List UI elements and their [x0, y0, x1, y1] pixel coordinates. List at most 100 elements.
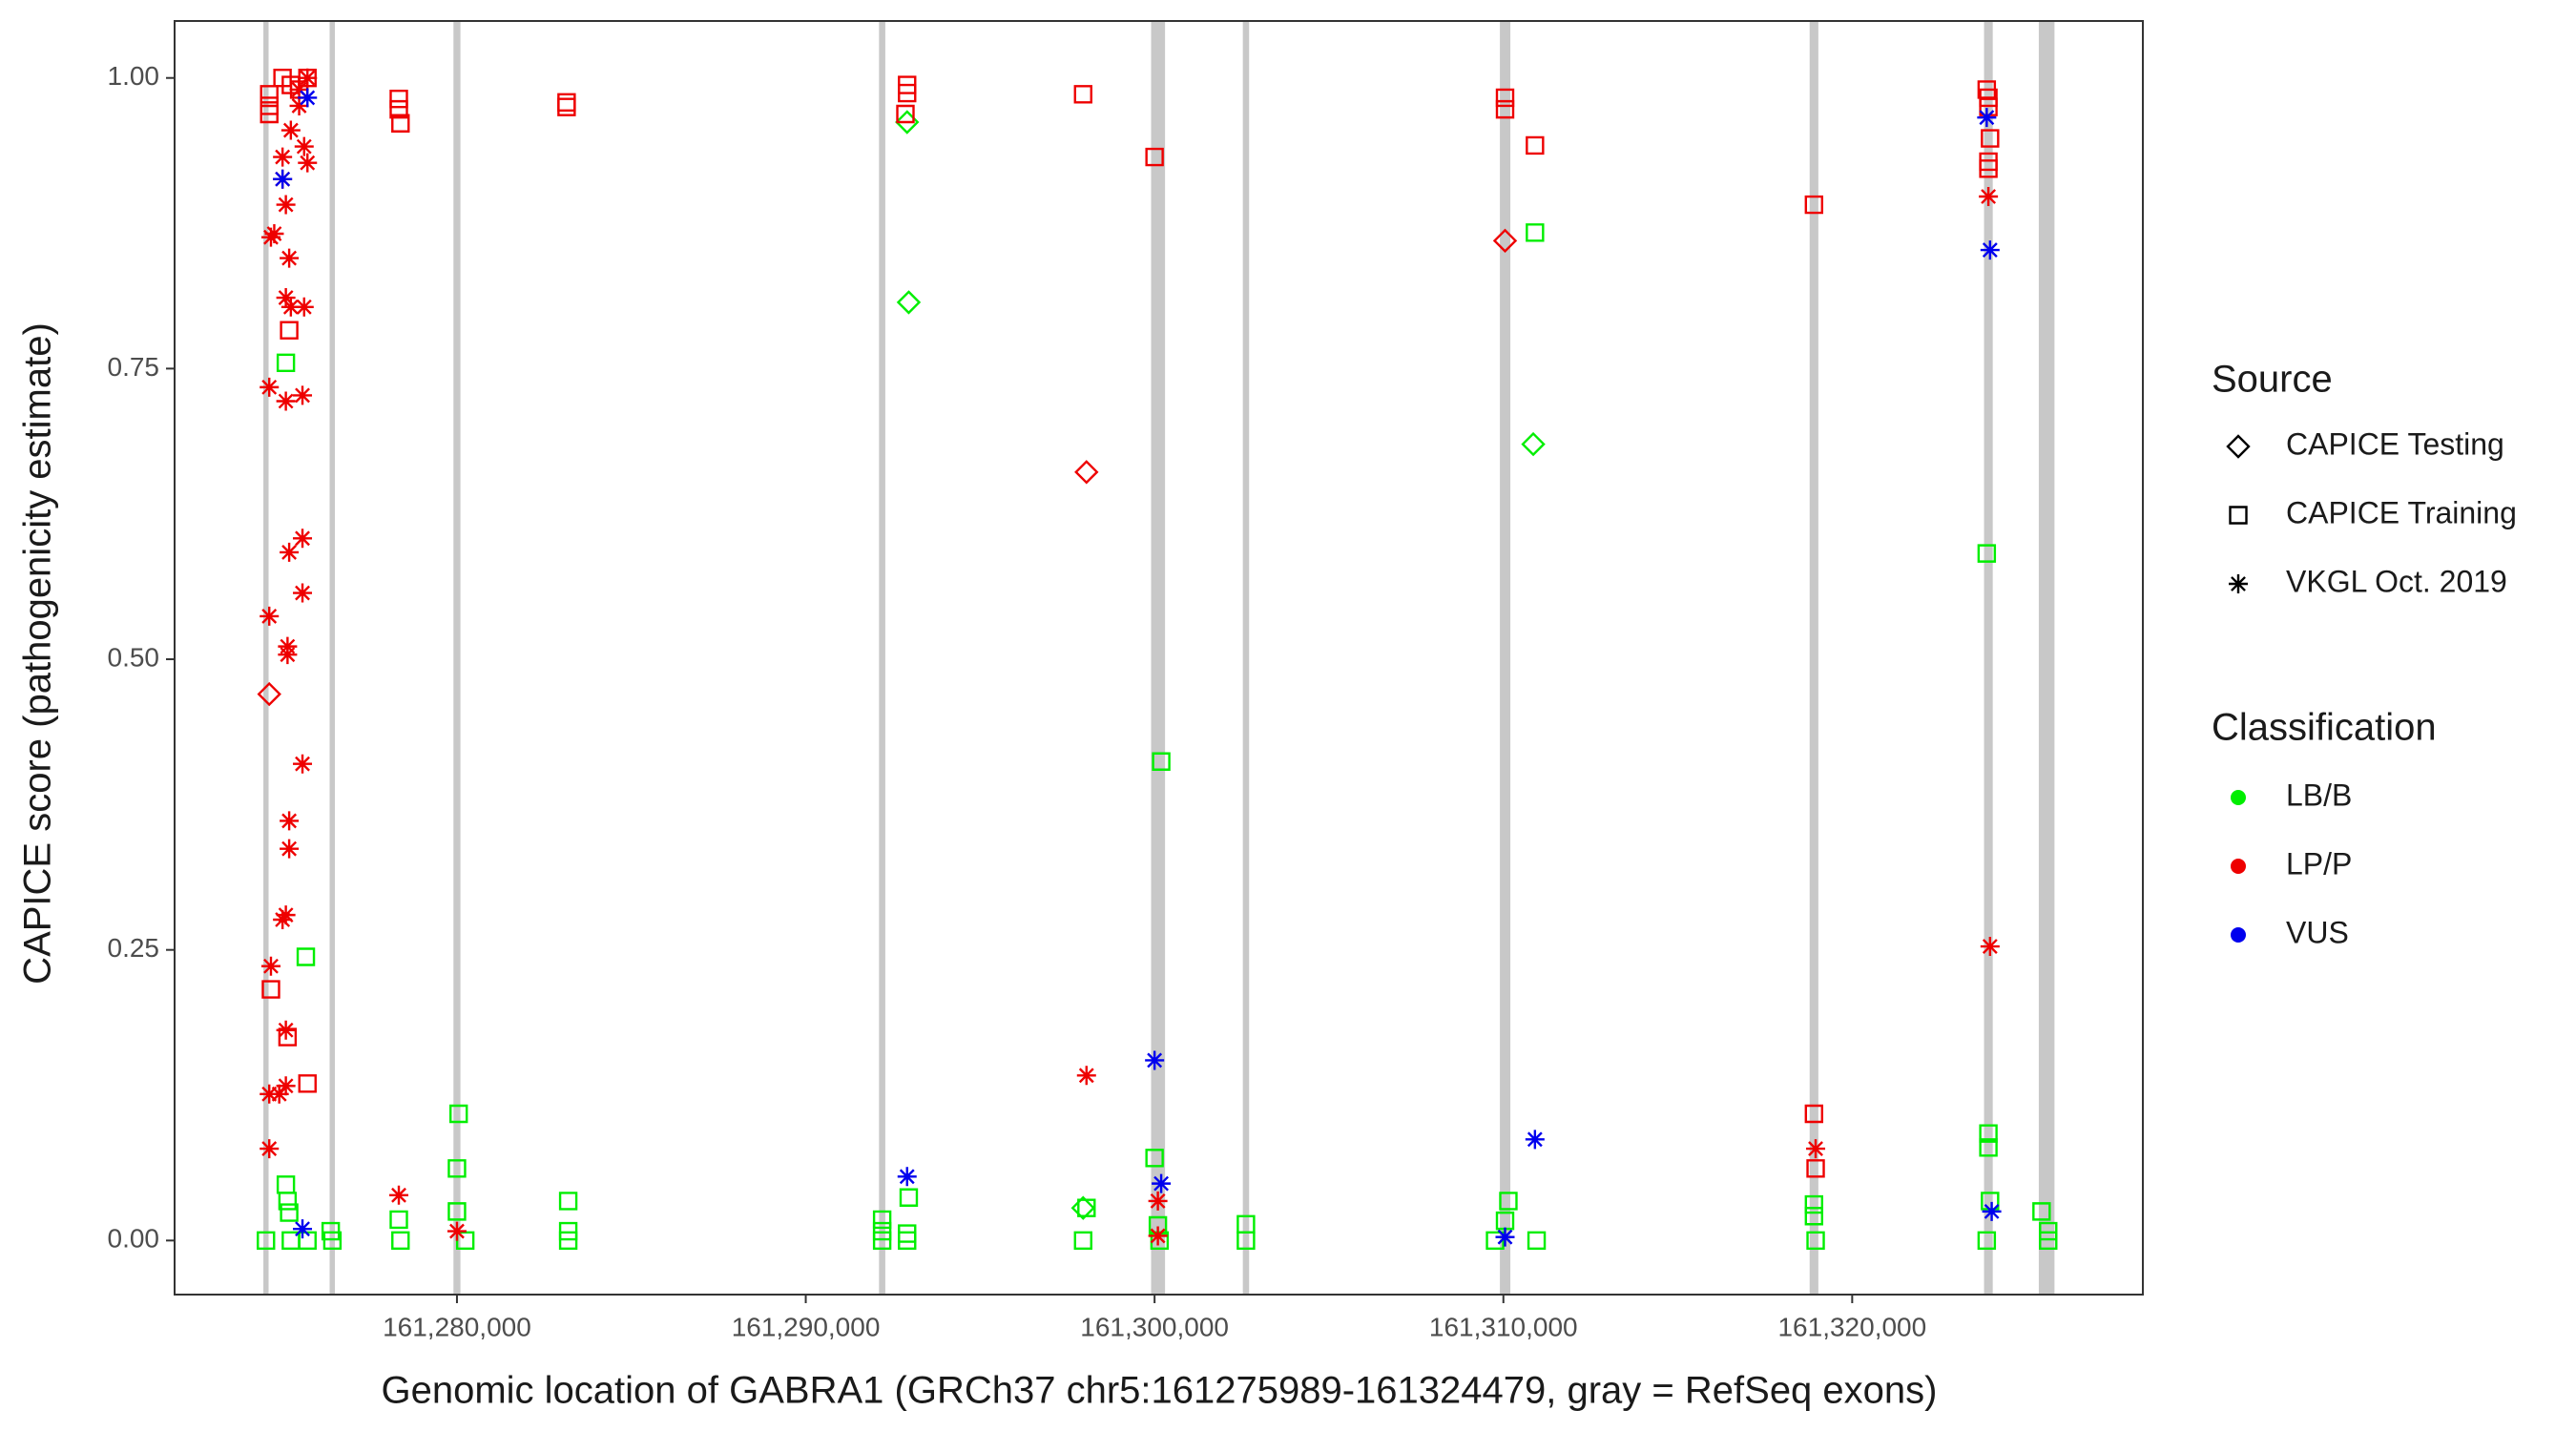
point	[1148, 1191, 1168, 1211]
point	[280, 811, 300, 831]
point	[898, 1231, 917, 1251]
point	[273, 909, 293, 929]
x-tick-label: 161,310,000	[1429, 1312, 1578, 1341]
point	[280, 248, 300, 268]
point	[260, 956, 280, 976]
legend-symbol	[2231, 859, 2246, 874]
point	[1977, 544, 1997, 563]
point	[1977, 1231, 1997, 1251]
legend-title: Classification	[2212, 707, 2437, 749]
point	[1804, 1207, 1824, 1226]
point	[293, 583, 313, 603]
legend-symbol	[2231, 790, 2246, 805]
point	[276, 195, 296, 215]
point	[276, 1020, 296, 1040]
exon	[453, 21, 461, 1295]
point	[294, 136, 314, 156]
point	[1145, 147, 1164, 167]
point	[1804, 1104, 1824, 1124]
point	[1979, 159, 1998, 178]
legend-label: CAPICE Testing	[2286, 426, 2504, 461]
exon	[329, 21, 335, 1295]
exon	[879, 21, 885, 1295]
point	[1981, 1192, 2000, 1211]
point	[278, 645, 298, 665]
y-tick-label: 0.75	[108, 352, 160, 382]
point	[1495, 99, 1515, 119]
point	[1499, 1192, 1518, 1211]
point	[276, 353, 296, 372]
point	[557, 97, 576, 116]
point	[1980, 937, 2000, 957]
point	[1073, 85, 1092, 104]
x-tick-label: 161,290,000	[732, 1312, 881, 1341]
x-tick-label: 161,300,000	[1080, 1312, 1229, 1341]
y-tick-label: 0.25	[108, 933, 160, 963]
point	[1521, 431, 1546, 457]
legend-label: LB/B	[2286, 778, 2352, 812]
point	[293, 529, 313, 549]
point	[1145, 1149, 1164, 1168]
point	[273, 147, 293, 167]
y-tick-label: 0.00	[108, 1224, 160, 1254]
y-tick-label: 0.50	[108, 642, 160, 672]
point	[389, 1185, 409, 1205]
point	[260, 1084, 280, 1104]
point	[294, 297, 314, 317]
point	[896, 290, 922, 315]
point	[1492, 228, 1518, 254]
y-tick-label: 1.00	[108, 61, 160, 91]
point	[1485, 1231, 1505, 1251]
point	[322, 1231, 343, 1251]
point	[1526, 223, 1545, 242]
point	[260, 104, 279, 124]
point	[1145, 1050, 1165, 1070]
point	[1152, 1173, 1172, 1193]
x-tick-label: 161,320,000	[1777, 1312, 1926, 1341]
exon	[1809, 21, 1818, 1295]
point	[558, 1231, 578, 1251]
point	[293, 385, 313, 405]
legend-title: Source	[2212, 359, 2333, 401]
point	[1980, 240, 2000, 260]
exon	[1984, 21, 1993, 1295]
point	[1979, 97, 1998, 116]
point	[899, 1188, 919, 1207]
point	[276, 1076, 296, 1096]
point	[1979, 187, 1999, 207]
plot-area	[257, 21, 2058, 1295]
point	[1982, 1201, 2002, 1221]
legend-symbol	[2229, 574, 2248, 593]
point	[1526, 135, 1545, 156]
point	[269, 1084, 289, 1104]
point	[261, 980, 280, 999]
point	[447, 1221, 467, 1241]
point	[276, 391, 296, 411]
plot-border	[174, 20, 2144, 1296]
x-axis-title: Genomic location of GABRA1 (GRCh37 chr5:…	[382, 1370, 1938, 1412]
point	[276, 288, 296, 308]
point	[273, 169, 293, 189]
point	[447, 1159, 467, 1178]
point	[1804, 195, 1824, 215]
point	[260, 1139, 280, 1159]
point	[280, 542, 300, 562]
point	[293, 1219, 313, 1239]
point	[280, 321, 299, 340]
point	[389, 99, 408, 119]
point	[1981, 129, 2000, 148]
point	[298, 1231, 317, 1251]
point	[1148, 1226, 1168, 1246]
exon	[1151, 21, 1166, 1295]
point	[260, 377, 280, 397]
point	[293, 754, 313, 774]
point	[1977, 108, 1997, 128]
point	[1070, 1195, 1095, 1220]
point	[1073, 1231, 1092, 1251]
point	[280, 839, 300, 859]
point	[1236, 1231, 1256, 1251]
point	[1806, 1159, 1825, 1178]
point	[298, 88, 318, 108]
